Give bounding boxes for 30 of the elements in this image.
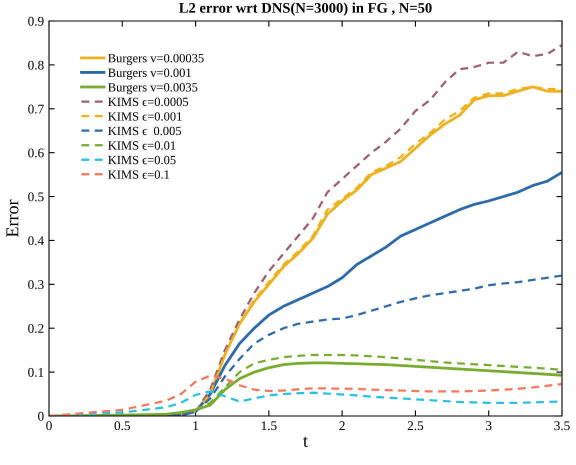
x-tick-label: 0 (46, 421, 52, 430)
y-tick-label: 0.2 (28, 324, 44, 333)
y-axis-title: Error (6, 200, 18, 238)
legend-label: KIMS ϵ=0.1 (108, 170, 170, 179)
x-tick-label: 0.5 (114, 421, 130, 430)
y-tick-label: 0.9 (28, 16, 44, 26)
y-tick-label: 0.4 (28, 236, 44, 246)
legend-label: KIMS ϵ=0.001 (108, 112, 182, 121)
x-tick-label: 2.5 (408, 421, 424, 430)
chart-title: L2 error wrt DNS(N=3000) in FG , N=50 (179, 2, 432, 16)
x-tick-label: 1 (193, 421, 198, 430)
y-tick-label: 0.1 (28, 368, 44, 377)
x-tick-label: 1.5 (262, 421, 277, 430)
y-tick-label: 0.8 (28, 60, 44, 70)
legend-label: KIMS ϵ=0.0005 (108, 98, 188, 106)
y-tick-label: 0.3 (28, 280, 44, 290)
legend-label: Burgers v=0.001 (108, 68, 191, 80)
y-tick-label: 0.7 (28, 104, 44, 114)
y-tick-label: 0.6 (28, 148, 44, 158)
x-tick-label: 3 (486, 421, 492, 430)
legend-label: Burgers v=0.0035 (108, 83, 198, 94)
legend-label: KIMS ϵ=0.01 (108, 141, 176, 150)
legend-label: KIMS ϵ 0.005 (108, 126, 182, 136)
legend-label: Burgers v=0.00035 (108, 54, 204, 65)
y-tick-label: 0.5 (28, 192, 44, 202)
x-axis-title: t (303, 436, 308, 447)
y-tick-label: 0 (38, 412, 44, 421)
x-tick-label: 3.5 (554, 421, 570, 430)
x-tick-label: 2 (339, 421, 345, 430)
legend-label: KIMS ϵ=0.05 (108, 156, 176, 164)
